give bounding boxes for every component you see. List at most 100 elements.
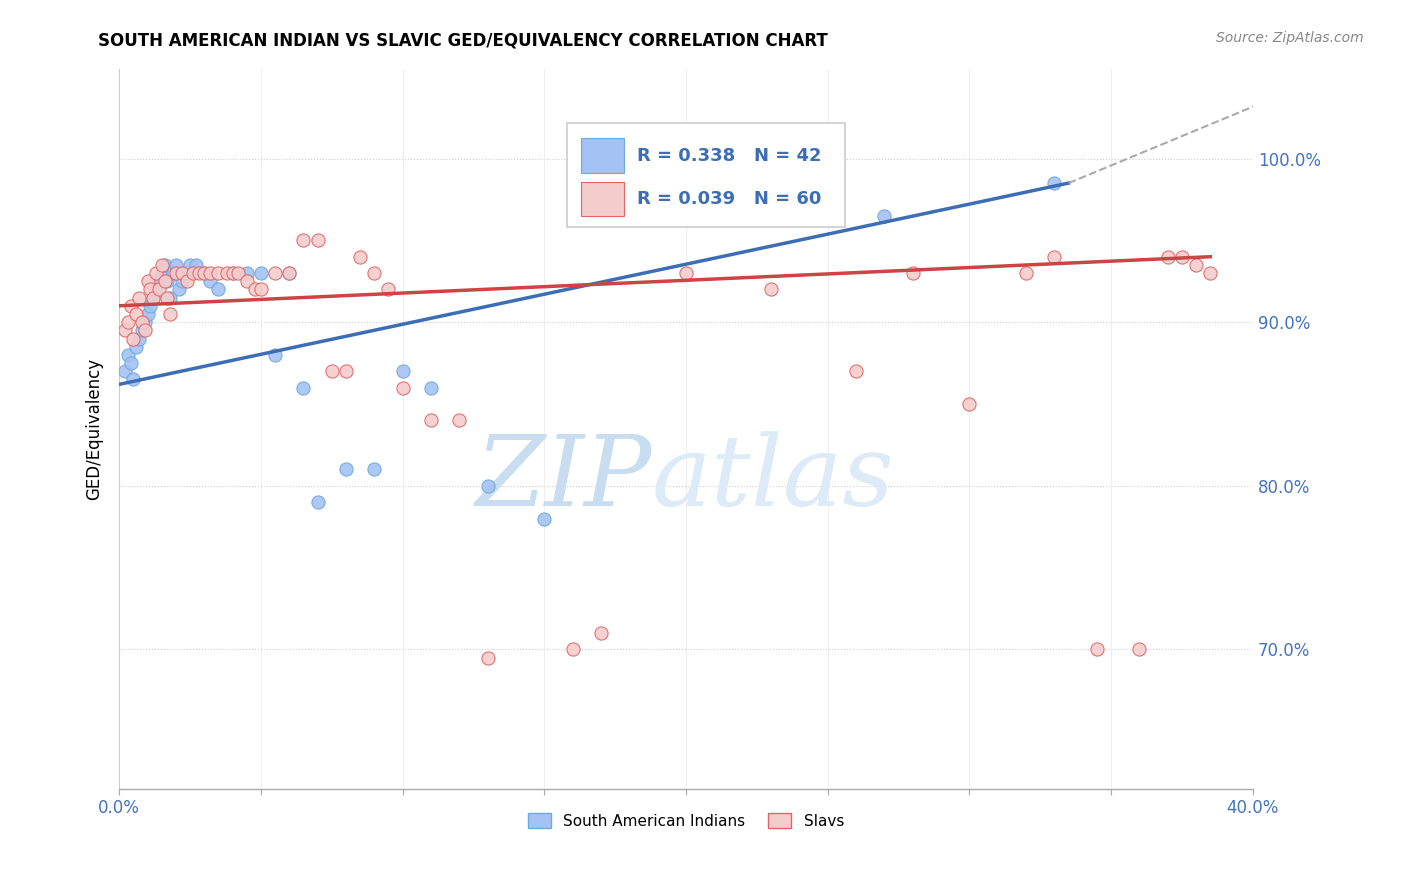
Point [245, 282, 267, 296]
Point [131, 323, 153, 337]
Point [142, 291, 165, 305]
Text: atlas: atlas [652, 431, 894, 526]
Point [1043, 176, 1066, 190]
Point [377, 282, 399, 296]
Point [162, 266, 184, 280]
Point [207, 282, 229, 296]
Point [125, 340, 148, 354]
Point [1085, 642, 1108, 657]
Point [278, 266, 301, 280]
Point [114, 364, 136, 378]
Point [148, 282, 170, 296]
Point [1043, 250, 1066, 264]
Point [150, 266, 173, 280]
Point [250, 282, 273, 296]
Point [198, 274, 221, 288]
Point [176, 274, 198, 288]
Point [349, 250, 371, 264]
Point [250, 266, 273, 280]
Text: ZIP: ZIP [475, 431, 652, 526]
Point [817, 193, 839, 207]
Point [156, 291, 179, 305]
Point [134, 323, 156, 337]
Point [292, 381, 315, 395]
Point [165, 266, 187, 280]
Y-axis label: GED/Equivalency: GED/Equivalency [86, 358, 103, 500]
Point [117, 315, 139, 329]
Point [321, 364, 343, 378]
Point [120, 356, 142, 370]
Point [153, 258, 176, 272]
Point [561, 642, 583, 657]
Point [420, 413, 443, 427]
Point [1185, 258, 1208, 272]
Point [136, 307, 159, 321]
Point [477, 650, 499, 665]
Point [391, 381, 413, 395]
Point [136, 274, 159, 288]
Point [845, 364, 868, 378]
Point [153, 274, 176, 288]
Point [1199, 266, 1222, 280]
Point [264, 348, 287, 362]
Point [167, 282, 190, 296]
Point [142, 291, 165, 305]
Text: R = 0.338   N = 42: R = 0.338 N = 42 [637, 146, 823, 165]
Point [184, 258, 207, 272]
Point [128, 291, 150, 305]
Point [759, 282, 782, 296]
Point [1128, 642, 1150, 657]
Point [198, 266, 221, 280]
Point [215, 266, 238, 280]
Point [128, 332, 150, 346]
Point [236, 274, 259, 288]
Point [363, 462, 385, 476]
Point [226, 266, 249, 280]
FancyBboxPatch shape [581, 182, 624, 216]
Point [533, 511, 555, 525]
Point [221, 266, 243, 280]
Point [170, 274, 193, 288]
Text: R = 0.039   N = 60: R = 0.039 N = 60 [637, 190, 821, 208]
Point [207, 266, 229, 280]
Point [159, 291, 181, 305]
Point [335, 462, 357, 476]
Point [278, 266, 301, 280]
Point [117, 348, 139, 362]
FancyBboxPatch shape [567, 122, 845, 227]
Point [181, 266, 204, 280]
Point [307, 233, 329, 247]
Point [134, 315, 156, 329]
Point [120, 299, 142, 313]
Point [139, 282, 162, 296]
Point [156, 274, 179, 288]
Point [589, 626, 612, 640]
Point [131, 315, 153, 329]
Point [150, 258, 173, 272]
Point [292, 233, 315, 247]
Text: Source: ZipAtlas.com: Source: ZipAtlas.com [1216, 31, 1364, 45]
Point [122, 372, 145, 386]
Point [139, 299, 162, 313]
Point [179, 258, 201, 272]
Legend: South American Indians, Slavs: South American Indians, Slavs [522, 806, 851, 835]
Point [264, 266, 287, 280]
Point [145, 266, 167, 280]
Point [193, 266, 215, 280]
Point [125, 307, 148, 321]
Point [1015, 266, 1038, 280]
Point [122, 332, 145, 346]
Point [391, 364, 413, 378]
Text: SOUTH AMERICAN INDIAN VS SLAVIC GED/EQUIVALENCY CORRELATION CHART: SOUTH AMERICAN INDIAN VS SLAVIC GED/EQUI… [98, 31, 828, 49]
Point [420, 381, 443, 395]
Point [187, 266, 209, 280]
Point [193, 266, 215, 280]
Point [165, 258, 187, 272]
Point [114, 323, 136, 337]
Point [170, 266, 193, 280]
Point [873, 209, 896, 223]
Point [335, 364, 357, 378]
Point [959, 397, 981, 411]
Point [307, 495, 329, 509]
Point [1171, 250, 1194, 264]
